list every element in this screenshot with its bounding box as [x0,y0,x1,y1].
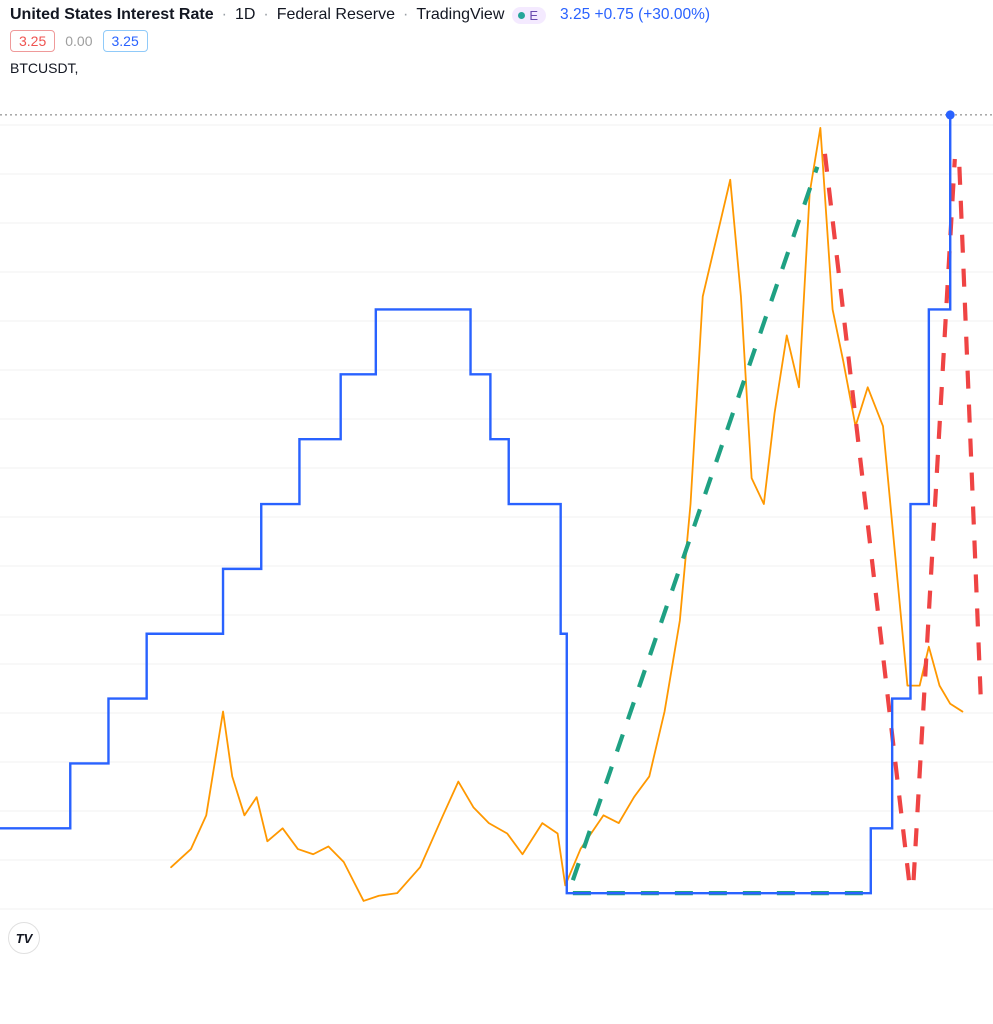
exchange: Federal Reserve [277,6,395,24]
close-badge: 3.25 [103,30,148,52]
symbol-name[interactable]: United States Interest Rate [10,6,214,24]
status-dot-icon [518,12,525,19]
sep-dot: · [222,6,227,24]
ohlc-row: 3.25 0.00 3.25 [0,26,993,54]
tradingview-logo-icon[interactable]: TV [8,922,40,954]
quote-summary: 3.25 +0.75 (+30.00%) [560,6,710,24]
chart-svg[interactable] [0,76,993,958]
chart-header: United States Interest Rate · 1D · Feder… [0,0,993,26]
price-change: +0.75 [595,6,634,23]
mid-value: 0.00 [65,31,92,51]
last-price: 3.25 [560,6,590,23]
open-badge: 3.25 [10,30,55,52]
overlay-symbol-label[interactable]: BTCUSDT, [0,54,993,76]
provider: TradingView [416,6,504,24]
chart-area[interactable]: TV 20172018201920202021202222Oct [0,76,993,992]
sep-dot: · [403,6,408,24]
sep-dot: · [263,6,268,24]
status-letter: E [529,8,538,23]
interval[interactable]: 1D [235,6,255,24]
market-status-pill: E [512,7,546,24]
price-change-pct: (+30.00%) [638,6,710,23]
